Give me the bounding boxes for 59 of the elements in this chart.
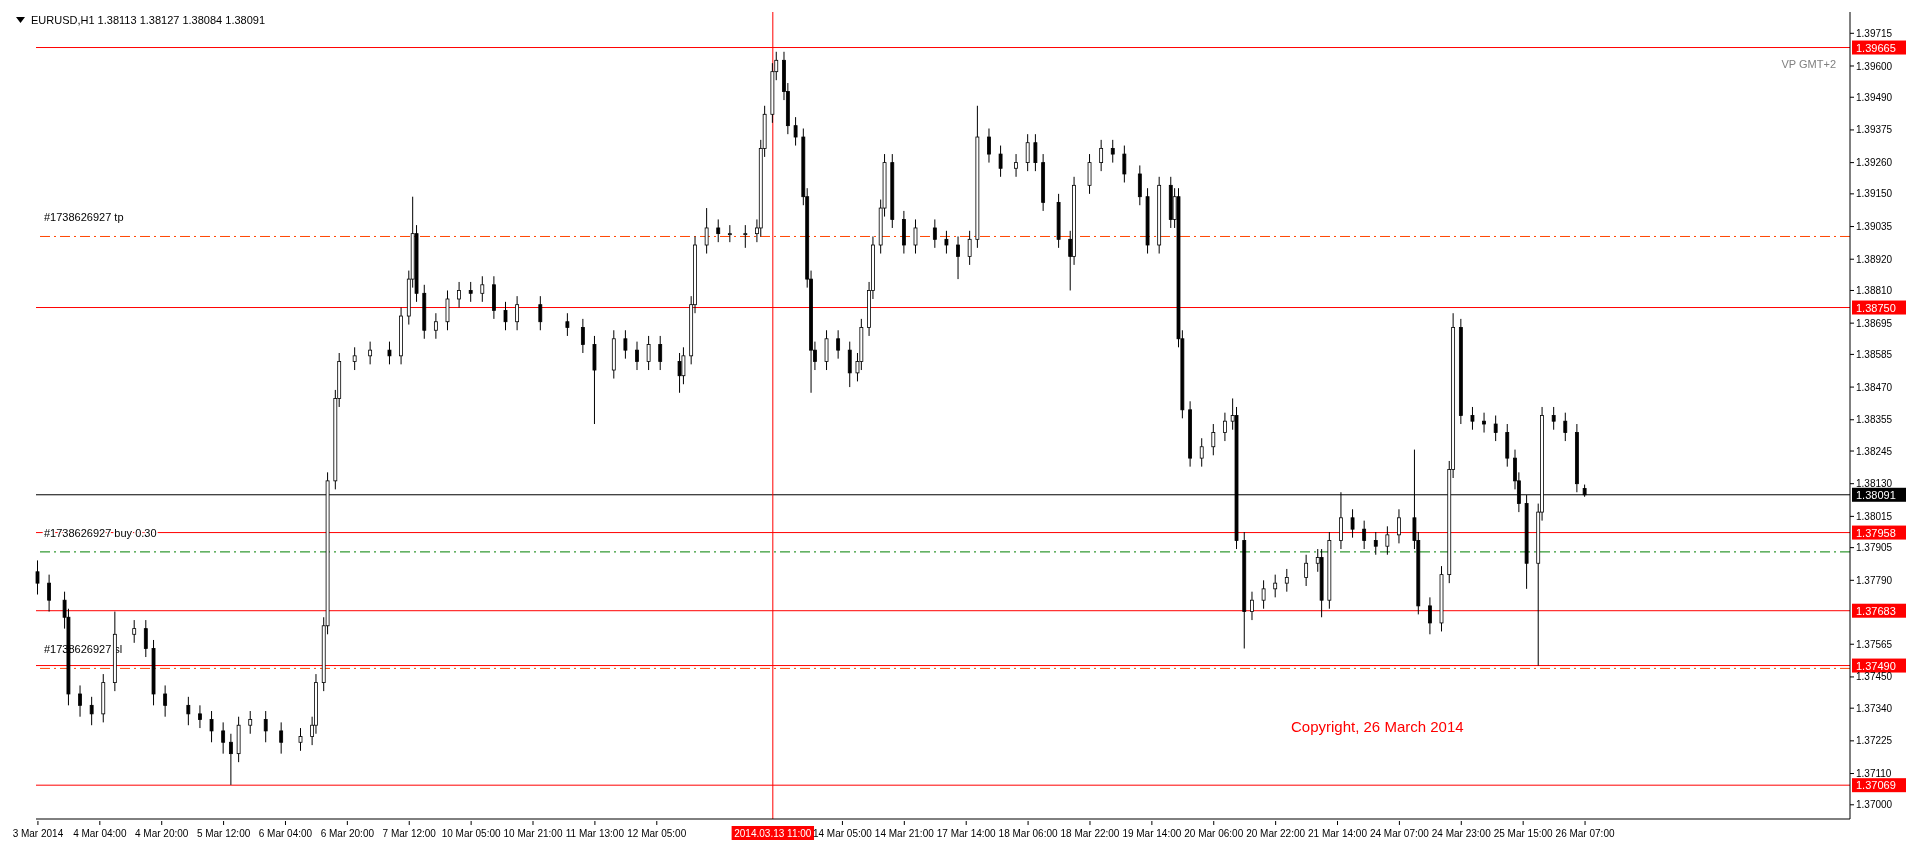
x-tick-label: 18 Mar 22:00	[1060, 828, 1120, 839]
x-tick-label: 25 Mar 15:00	[1493, 828, 1554, 839]
x-tick-label: 7 Mar 12:00	[382, 828, 437, 839]
y-tick-label: 1.37110	[1856, 768, 1892, 780]
chart-title: EURUSD,H1 1.38113 1.38127 1.38084 1.38091	[31, 14, 266, 26]
y-tick-label: 1.37225	[1856, 735, 1893, 747]
annotation: VP GMT+2	[1781, 58, 1836, 70]
y-tick-label: 1.38920	[1856, 253, 1893, 265]
x-tick-label: 17 Mar 14:00	[936, 828, 997, 839]
x-tick-label: 10 Mar 21:00	[503, 828, 563, 839]
x-tick-label: 20 Mar 06:00	[1184, 828, 1244, 839]
y-tick-label: 1.39600	[1856, 60, 1893, 72]
ref-line-label: 1.37490	[1856, 659, 1896, 672]
y-tick-label: 1.38355	[1856, 414, 1893, 426]
y-tick-label: 1.37905	[1856, 542, 1893, 554]
y-tick-label: 1.37565	[1856, 638, 1893, 650]
ref-line-label: 1.37958	[1856, 526, 1896, 539]
y-tick-label: 1.37450	[1856, 671, 1893, 683]
ref-line-label: 1.38750	[1856, 301, 1896, 314]
y-tick-label: 1.39490	[1856, 91, 1893, 103]
x-tick-label: 24 Mar 07:00	[1369, 828, 1430, 839]
x-tick-label: 11 Mar 13:00	[565, 828, 625, 839]
ref-line-label: 1.37069	[1856, 779, 1896, 792]
y-tick-label: 1.38245	[1856, 445, 1893, 457]
y-tick-label: 1.39150	[1856, 188, 1893, 200]
x-tick-label: 21 Mar 14:00	[1308, 828, 1368, 839]
ref-line-label: 1.38091	[1856, 488, 1896, 501]
annotation: Copyright, 26 March 2014	[1291, 718, 1464, 735]
x-tick-label: 2014.03.13 11:00	[734, 828, 812, 839]
x-tick-label: 14 Mar 21:00	[874, 828, 935, 839]
x-tick-label: 6 Mar 20:00	[320, 828, 375, 839]
x-tick-label: 20 Mar 22:00	[1246, 828, 1306, 839]
x-tick-label: 3 Mar 2014	[12, 828, 64, 839]
x-tick-label: 5 Mar 12:00	[196, 828, 251, 839]
y-tick-label: 1.38695	[1856, 317, 1893, 329]
y-tick-label: 1.39260	[1856, 157, 1893, 169]
x-tick-label: 4 Mar 20:00	[135, 828, 189, 839]
ref-line-label: 1.39665	[1856, 41, 1896, 54]
ref-line-label: #1738626927 tp	[44, 211, 124, 224]
y-tick-label: 1.37000	[1856, 799, 1893, 811]
x-tick-label: 6 Mar 04:00	[258, 828, 313, 839]
y-tick-label: 1.38810	[1856, 285, 1893, 297]
y-tick-label: 1.38470	[1856, 381, 1893, 393]
x-tick-label: 10 Mar 05:00	[441, 828, 502, 839]
y-tick-label: 1.38130	[1856, 478, 1893, 490]
y-tick-label: 1.39715	[1856, 27, 1893, 39]
y-tick-label: 1.37340	[1856, 702, 1893, 714]
x-tick-label: 24 Mar 23:00	[1431, 828, 1492, 839]
x-tick-label: 19 Mar 14:00	[1122, 828, 1182, 839]
y-tick-label: 1.39375	[1856, 124, 1893, 136]
x-tick-label: 26 Mar 07:00	[1555, 828, 1615, 839]
y-tick-label: 1.37790	[1856, 574, 1893, 586]
y-tick-label: 1.38585	[1856, 348, 1893, 360]
x-tick-label: 4 Mar 04:00	[73, 828, 127, 839]
x-tick-label: 12 Mar 05:00	[627, 828, 687, 839]
y-tick-label: 1.38015	[1856, 510, 1893, 522]
y-tick-label: 1.39035	[1856, 221, 1893, 233]
x-tick-label: 18 Mar 06:00	[998, 828, 1058, 839]
ref-line-label: 1.37683	[1856, 604, 1896, 617]
